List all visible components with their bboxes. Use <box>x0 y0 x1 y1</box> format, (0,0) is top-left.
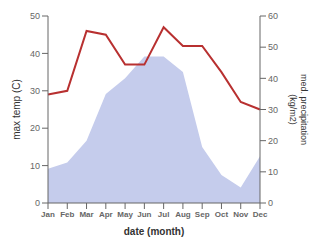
svg-text:Nov: Nov <box>233 210 249 219</box>
svg-text:Mar: Mar <box>79 210 93 219</box>
svg-text:30: 30 <box>30 86 40 96</box>
svg-text:40: 40 <box>30 49 40 59</box>
svg-text:Jan: Jan <box>41 210 55 219</box>
svg-text:max temp (C): max temp (C) <box>11 79 22 140</box>
svg-text:10: 10 <box>268 167 278 177</box>
svg-text:30: 30 <box>268 105 278 115</box>
svg-text:40: 40 <box>268 74 278 84</box>
svg-text:Feb: Feb <box>60 210 74 219</box>
svg-text:0: 0 <box>35 198 40 208</box>
svg-text:60: 60 <box>268 11 278 21</box>
svg-text:Jun: Jun <box>137 210 151 219</box>
svg-text:med. precipitation: med. precipitation <box>299 74 309 145</box>
svg-text:Jul: Jul <box>158 210 170 219</box>
svg-text:0: 0 <box>268 198 273 208</box>
svg-text:Oct: Oct <box>215 210 229 219</box>
svg-text:Sep: Sep <box>195 210 210 219</box>
svg-text:50: 50 <box>268 42 278 52</box>
svg-text:Dec: Dec <box>253 210 268 219</box>
svg-text:Aug: Aug <box>175 210 191 219</box>
svg-text:10: 10 <box>30 161 40 171</box>
svg-text:20: 20 <box>30 123 40 133</box>
svg-text:50: 50 <box>30 11 40 21</box>
svg-text:(kg/m2): (kg/m2) <box>288 94 298 125</box>
svg-text:Apr: Apr <box>99 210 113 219</box>
svg-text:date (month): date (month) <box>124 226 185 237</box>
svg-text:20: 20 <box>268 136 278 146</box>
svg-text:May: May <box>117 210 133 219</box>
